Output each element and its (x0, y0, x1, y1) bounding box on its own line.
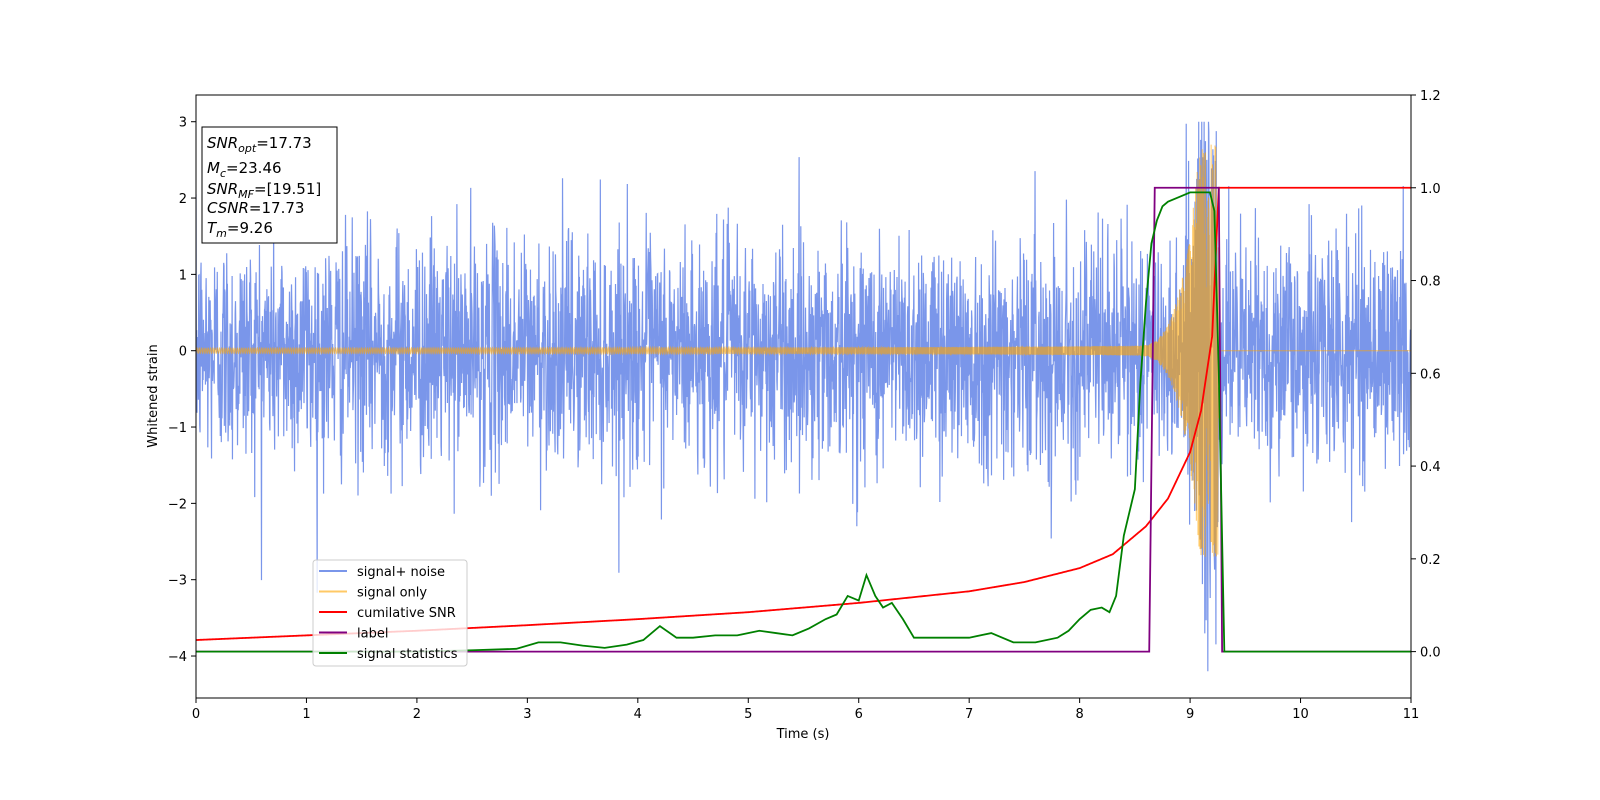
x-tick-label: 5 (744, 707, 752, 722)
info-line: Mc=23.46 (207, 159, 282, 180)
x-tick-label: 2 (413, 707, 421, 722)
y-tick-label: 0 (179, 345, 187, 360)
x-tick-label: 10 (1292, 707, 1309, 722)
series-signal-noise (196, 121, 1411, 672)
x-tick-label: 9 (1186, 707, 1194, 722)
series-signal-only (196, 144, 1411, 557)
y2-tick-label: 0.0 (1420, 646, 1441, 661)
y-tick-label: −3 (168, 574, 187, 589)
legend-label: label (357, 627, 388, 642)
legend-label: signal+ noise (357, 565, 445, 580)
y-tick-label: 3 (179, 116, 187, 131)
y2-tick-label: 1.2 (1420, 89, 1441, 104)
series-signal-statistics (196, 191, 1411, 653)
x-axis-ticks: 0 1 2 3 4 5 6 7 8 9 10 11 (192, 698, 1419, 722)
legend-label: signal statistics (357, 647, 458, 662)
x-tick-label: 6 (855, 707, 863, 722)
x-tick-label: 4 (634, 707, 642, 722)
y-tick-label: 2 (179, 192, 187, 207)
y-tick-label: −4 (168, 650, 187, 665)
legend: signal+ noise signal only cumilative SNR la… (312, 559, 468, 667)
x-tick-label: 11 (1403, 707, 1420, 722)
y-axis-label: Whitened strain (146, 344, 161, 447)
y2-tick-label: 0.8 (1420, 275, 1441, 290)
info-box-frame (201, 126, 338, 244)
y-tick-label: −2 (168, 497, 187, 512)
x-tick-label: 0 (192, 707, 200, 722)
legend-label: signal only (357, 586, 427, 601)
legend-label: cumilative SNR (357, 606, 456, 621)
x-tick-label: 7 (965, 707, 973, 722)
y2-tick-label: 0.6 (1420, 367, 1441, 382)
x-tick-label: 1 (302, 707, 310, 722)
y-axis-ticks: 3 2 1 0 −1 −2 −3 −4 (168, 116, 196, 665)
info-line: SNRopt=17.73 (207, 134, 312, 155)
plot-frame (195, 94, 1412, 699)
y2-tick-label: 0.2 (1420, 553, 1441, 568)
info-line: Tm=9.26 (207, 219, 273, 240)
x-tick-label: 3 (523, 707, 531, 722)
y2-axis-ticks: 1.2 1.0 0.8 0.6 0.4 0.2 0.0 (1411, 89, 1441, 661)
info-line: SNRMF=[19.51] (207, 180, 321, 201)
x-tick-label: 8 (1075, 707, 1083, 722)
x-axis-label: Time (s) (776, 727, 830, 742)
y2-tick-label: 0.4 (1420, 460, 1441, 475)
y-tick-label: 1 (179, 268, 187, 283)
y2-tick-label: 1.0 (1420, 182, 1441, 197)
info-box: SNRopt=17.73 Mc=23.46SNRMF=[19.51]CSNR=17… (201, 126, 338, 244)
legend-frame (312, 559, 468, 667)
y-tick-label: −1 (168, 421, 187, 436)
info-line: CSNR=17.73 (207, 199, 304, 217)
